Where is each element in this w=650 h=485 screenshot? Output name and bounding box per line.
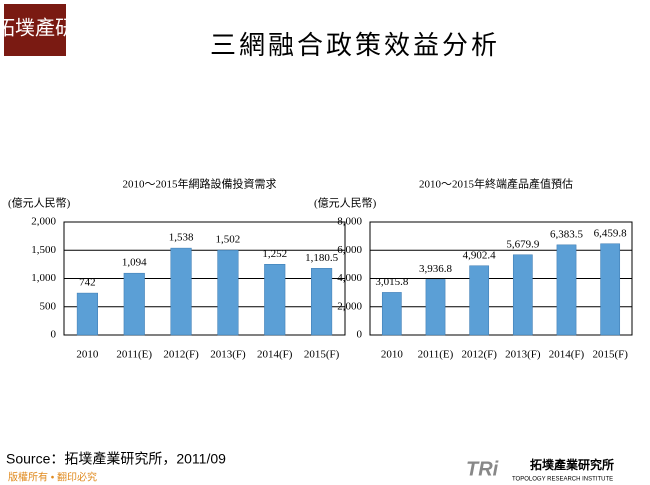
x-tick-label: 2014(F)	[257, 349, 293, 361]
x-tick-label: 2012(F)	[461, 349, 497, 361]
value-label: 3,015.8	[375, 276, 409, 288]
y-tick-label: 0	[357, 329, 363, 341]
logo-mark: TRi	[466, 458, 499, 480]
y-tick-label: 8,000	[337, 216, 362, 228]
y-tick-label: 500	[40, 300, 57, 312]
bar	[264, 264, 286, 336]
y-axis-label: (億元人民幣)	[314, 197, 377, 210]
footer: 版權所有 • 翻印必究	[8, 471, 97, 484]
y-tick-label: 0	[51, 329, 57, 341]
y-tick-label: 2,000	[337, 300, 362, 312]
bar	[469, 265, 490, 336]
y-tick-label: 1,000	[31, 272, 56, 284]
value-label: 1,538	[169, 232, 194, 244]
value-label: 1,180.5	[305, 252, 339, 264]
bar	[170, 247, 192, 336]
logo-top: 拓墣產研	[0, 17, 75, 40]
x-tick-label: 2013(F)	[505, 349, 541, 361]
chart-title: 2010～2015年網路設備投資需求	[123, 177, 277, 191]
value-label: 1,502	[216, 234, 241, 246]
x-tick-label: 2011(E)	[418, 349, 454, 361]
logo-name: 拓墣產業研究所	[530, 457, 614, 472]
value-label: 3,936.8	[419, 263, 453, 275]
value-label: 1,094	[122, 257, 147, 269]
chart-title: 2010～2015年終端產品產值預估	[419, 177, 573, 191]
bar	[123, 272, 145, 336]
value-label: 742	[79, 277, 96, 289]
x-tick-label: 2010	[381, 349, 404, 361]
bar	[556, 244, 577, 336]
logo-en: TOPOLOGY RESEARCH INSTITUTE	[512, 477, 613, 483]
bar	[600, 243, 621, 336]
logo-box	[4, 4, 66, 56]
y-tick-label: 4,000	[337, 272, 362, 284]
slide-title: 三網融合政策效益分析	[210, 31, 500, 60]
x-tick-label: 2010	[76, 349, 99, 361]
y-axis-label: (億元人民幣)	[8, 197, 71, 210]
x-tick-label: 2012(F)	[163, 349, 199, 361]
value-label: 4,902.4	[463, 249, 497, 261]
y-tick-label: 1,500	[31, 244, 56, 256]
x-tick-label: 2015(F)	[304, 349, 340, 361]
source: Source：拓墣產業研究所，2011/09	[6, 451, 226, 467]
bar	[217, 249, 239, 336]
bar	[381, 292, 402, 336]
bar	[76, 292, 98, 336]
value-label: 1,252	[262, 248, 287, 260]
bar	[311, 268, 333, 336]
value-label: 6,383.5	[550, 228, 584, 240]
bar	[425, 279, 446, 336]
value-label: 5,679.9	[506, 238, 540, 250]
y-tick-label: 2,000	[31, 216, 56, 228]
value-label: 6,459.8	[594, 227, 628, 239]
x-tick-label: 2013(F)	[210, 349, 246, 361]
x-tick-label: 2011(E)	[116, 349, 152, 361]
x-tick-label: 2015(F)	[592, 349, 628, 361]
y-tick-label: 6,000	[337, 244, 362, 256]
bar	[512, 254, 533, 336]
x-tick-label: 2014(F)	[549, 349, 585, 361]
